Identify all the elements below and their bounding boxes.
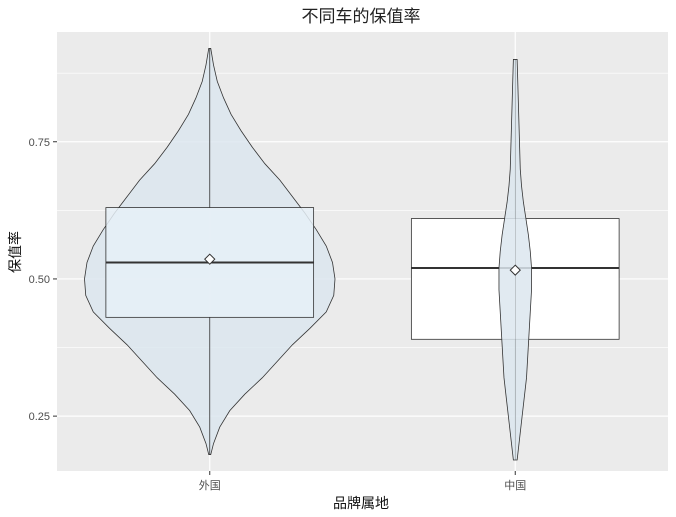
y-tick-label: 0.75 (29, 137, 50, 149)
group-foreign (84, 48, 336, 455)
data-layer (84, 48, 620, 461)
violin-shape (498, 59, 532, 461)
mean-marker (204, 253, 216, 265)
y-tick-label: 0.50 (29, 274, 50, 286)
x-tick-label: 中国 (504, 479, 526, 492)
y-tick-label: 0.25 (29, 411, 50, 423)
mean-marker (509, 264, 521, 276)
group-china (410, 59, 620, 461)
axes: 0.25 0.50 0.75 外国 中国 (29, 137, 527, 492)
y-axis-title: 保值率 (7, 231, 24, 273)
x-axis-title: 品牌属地 (333, 495, 389, 512)
x-tick-label: 外国 (199, 479, 221, 492)
chart-title: 不同车的保值率 (302, 7, 421, 27)
